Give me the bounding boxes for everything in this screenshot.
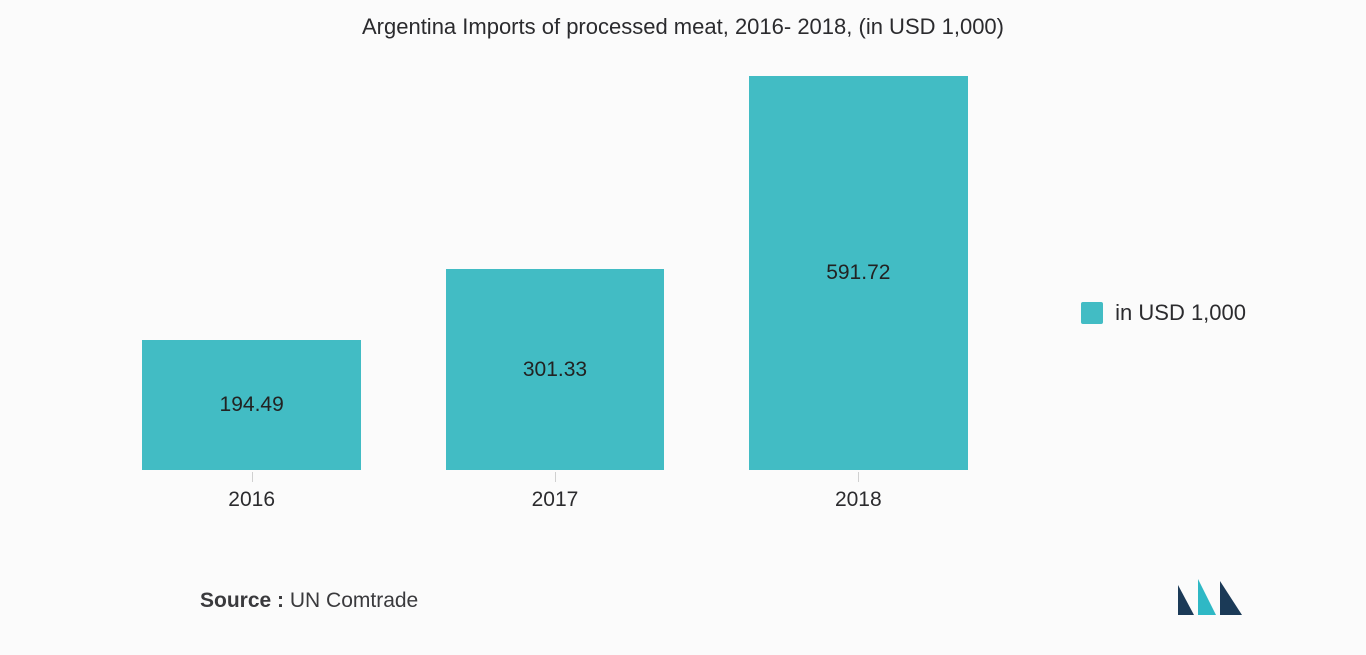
bars-container: 194.49 2016 301.33 2017 591.72 2018 [100,70,1010,470]
legend-swatch [1081,302,1103,324]
bar-2016: 194.49 [142,340,360,470]
x-axis-label: 2017 [403,488,706,512]
source-prefix: Source : [200,589,284,612]
x-axis-label: 2018 [707,488,1010,512]
legend-label: in USD 1,000 [1115,300,1246,326]
bar-value-label: 301.33 [523,358,587,382]
bar-slot: 591.72 2018 [707,70,1010,470]
bar-2017: 301.33 [446,269,664,470]
brand-logo-icon [1176,577,1246,617]
source-attribution: Source : UN Comtrade [200,589,418,613]
bar-value-label: 194.49 [220,393,284,417]
x-tick [858,472,859,482]
x-tick [252,472,253,482]
chart-plot-area: 194.49 2016 301.33 2017 591.72 2018 [100,70,1010,470]
x-axis-label: 2016 [100,488,403,512]
bar-2018: 591.72 [749,76,967,470]
bar-slot: 194.49 2016 [100,70,403,470]
chart-title: Argentina Imports of processed meat, 201… [0,14,1366,40]
legend: in USD 1,000 [1081,300,1246,326]
bar-slot: 301.33 2017 [403,70,706,470]
bar-value-label: 591.72 [826,261,890,285]
source-text: UN Comtrade [284,589,418,612]
x-tick [555,472,556,482]
